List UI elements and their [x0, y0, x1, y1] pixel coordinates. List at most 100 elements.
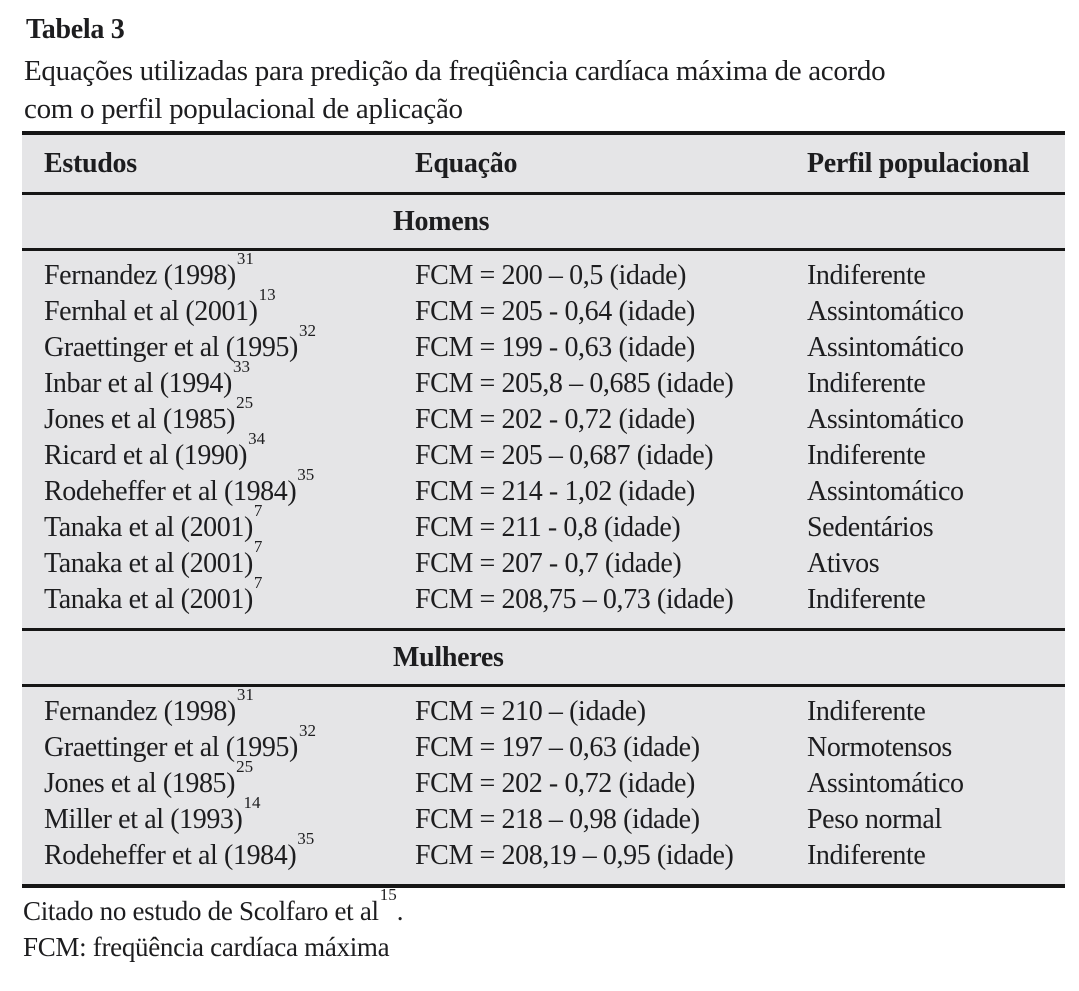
study-ref: 7 — [253, 536, 263, 556]
study-ref: 35 — [297, 464, 315, 484]
table-row: Tanaka et al (2001)7 FCM = 208,75 – 0,73 … — [22, 574, 1065, 618]
section-rows: Fernandez (1998)31 FCM = 210 – (idade) Ind… — [22, 686, 1065, 884]
table-caption: Equações utilizadas para predição da fre… — [24, 52, 886, 128]
study-cell: Tanaka et al (2001)7 — [22, 574, 415, 616]
study-name: Tanaka et al (2001) — [44, 512, 253, 543]
profile-cell: Indiferente — [807, 440, 926, 471]
caption-line-2: com o perfil populacional de aplicação — [24, 93, 463, 125]
equation-cell: FCM = 199 - 0,63 (idade) — [415, 332, 695, 363]
profile-cell: Sedentários — [807, 512, 934, 543]
caption-line-1: Equações utilizadas para predição da fre… — [24, 55, 886, 87]
footnote-citation: Citado no estudo de Scolfaro et al15. — [23, 886, 404, 929]
profile-cell: Peso normal — [807, 804, 942, 835]
column-header-perfil-populacional: Perfil populacional — [807, 147, 1030, 179]
table-row: Miller et al (1993)14 FCM = 218 – 0,98 (i… — [22, 794, 1065, 838]
study-cell: Fernandez (1998)31 — [22, 250, 415, 292]
table-row: Inbar et al (1994)33 FCM = 205,8 – 0,685 … — [22, 358, 1065, 402]
study-name: Rodeheffer et al (1984) — [44, 476, 297, 507]
study-cell: Jones et al (1985)25 — [22, 394, 415, 436]
study-ref: 31 — [236, 684, 254, 704]
study-name: Graettinger et al (1995) — [44, 332, 298, 363]
profile-cell: Assintomático — [807, 296, 964, 327]
study-name: Graettinger et al (1995) — [44, 732, 298, 763]
equation-cell: FCM = 205 - 0,64 (idade) — [415, 296, 695, 327]
column-header-equacao: Equação — [415, 147, 518, 179]
study-name: Fernhal et al (2001) — [44, 296, 258, 327]
table-header-row: Estudos Equação Perfil populacional — [22, 135, 1065, 195]
study-ref: 34 — [248, 428, 266, 448]
study-cell: Graettinger et al (1995)32 — [22, 722, 415, 764]
equation-cell: FCM = 197 – 0,63 (idade) — [415, 732, 700, 763]
study-name: Inbar et al (1994) — [44, 368, 232, 399]
table-title: Tabela 3 — [26, 14, 125, 45]
study-cell: Rodeheffer et al (1984)35 — [22, 466, 415, 508]
footnotes: Citado no estudo de Scolfaro et al15. FC… — [23, 886, 404, 965]
equation-cell: FCM = 211 - 0,8 (idade) — [415, 512, 681, 543]
equation-cell: FCM = 210 – (idade) — [415, 696, 646, 727]
study-ref: 25 — [236, 392, 254, 412]
equation-cell: FCM = 208,19 – 0,95 (idade) — [415, 840, 734, 871]
study-name: Miller et al (1993) — [44, 804, 243, 835]
equation-cell: FCM = 205 – 0,687 (idade) — [415, 440, 714, 471]
table-row: Fernandez (1998)31 FCM = 210 – (idade) Ind… — [22, 686, 1065, 730]
study-cell: Jones et al (1985)25 — [22, 758, 415, 800]
equation-cell: FCM = 202 - 0,72 (idade) — [415, 404, 695, 435]
section-label: Mulheres — [393, 641, 504, 673]
study-ref: 13 — [258, 284, 276, 304]
profile-cell: Assintomático — [807, 332, 964, 363]
profile-cell: Assintomático — [807, 768, 964, 799]
study-cell: Tanaka et al (2001)7 — [22, 538, 415, 580]
table-body: Homens Fernandez (1998)31 FCM = 200 – 0,5 … — [22, 195, 1065, 884]
footnote-citation-text: Citado no estudo de Scolfaro et al — [23, 896, 379, 926]
profile-cell: Indiferente — [807, 696, 926, 727]
footnote-citation-ref: 15 — [379, 885, 397, 904]
equation-cell: FCM = 202 - 0,72 (idade) — [415, 768, 695, 799]
study-name: Rodeheffer et al (1984) — [44, 840, 297, 871]
table-row: Rodeheffer et al (1984)35 FCM = 208,19 – … — [22, 830, 1065, 874]
profile-cell: Normotensos — [807, 732, 952, 763]
table-row: Tanaka et al (2001)7 FCM = 207 - 0,7 (ida… — [22, 538, 1065, 582]
profile-cell: Indiferente — [807, 368, 926, 399]
profile-cell: Indiferente — [807, 260, 926, 291]
profile-cell: Assintomático — [807, 476, 964, 507]
study-name: Fernandez (1998) — [44, 260, 236, 291]
table-row: Jones et al (1985)25 FCM = 202 - 0,72 (id… — [22, 394, 1065, 438]
equation-cell: FCM = 200 – 0,5 (idade) — [415, 260, 687, 291]
study-ref: 35 — [297, 828, 315, 848]
footnote-abbreviation: FCM: freqüência cardíaca máxima — [23, 932, 390, 962]
footnote-citation-suffix: . — [396, 896, 404, 926]
study-name: Jones et al (1985) — [44, 404, 236, 435]
study-ref: 32 — [298, 720, 316, 740]
data-table: Estudos Equação Perfil populacional Home… — [22, 131, 1065, 888]
table-row: Rodeheffer et al (1984)35 FCM = 214 - 1,0… — [22, 466, 1065, 510]
profile-cell: Indiferente — [807, 584, 926, 615]
study-cell: Inbar et al (1994)33 — [22, 358, 415, 400]
study-name: Tanaka et al (2001) — [44, 548, 253, 579]
equation-cell: FCM = 214 - 1,02 (idade) — [415, 476, 695, 507]
equation-cell: FCM = 205,8 – 0,685 (idade) — [415, 368, 734, 399]
profile-cell: Ativos — [807, 548, 880, 579]
study-cell: Rodeheffer et al (1984)35 — [22, 830, 415, 872]
section-header-mulheres: Mulheres — [22, 628, 1065, 687]
study-cell: Graettinger et al (1995)32 — [22, 322, 415, 364]
study-ref: 7 — [253, 572, 263, 592]
table-row: Tanaka et al (2001)7 FCM = 211 - 0,8 (ida… — [22, 502, 1065, 546]
study-ref: 25 — [236, 756, 254, 776]
study-cell: Miller et al (1993)14 — [22, 794, 415, 836]
table-row: Fernandez (1998)31 FCM = 200 – 0,5 (idade… — [22, 250, 1065, 294]
section-rows: Fernandez (1998)31 FCM = 200 – 0,5 (idade… — [22, 250, 1065, 628]
study-name: Jones et al (1985) — [44, 768, 236, 799]
table-row: Ricard et al (1990)34 FCM = 205 – 0,687 (… — [22, 430, 1065, 474]
study-cell: Tanaka et al (2001)7 — [22, 502, 415, 544]
table-row: Graettinger et al (1995)32 FCM = 197 – 0,… — [22, 722, 1065, 766]
study-ref: 7 — [253, 500, 263, 520]
column-header-estudos: Estudos — [44, 147, 137, 179]
section-header-homens: Homens — [22, 195, 1065, 251]
profile-cell: Assintomático — [807, 404, 964, 435]
table-row: Jones et al (1985)25 FCM = 202 - 0,72 (id… — [22, 758, 1065, 802]
table-row: Graettinger et al (1995)32 FCM = 199 - 0,… — [22, 322, 1065, 366]
equation-cell: FCM = 207 - 0,7 (idade) — [415, 548, 682, 579]
equation-cell: FCM = 208,75 – 0,73 (idade) — [415, 584, 734, 615]
study-name: Tanaka et al (2001) — [44, 584, 253, 615]
